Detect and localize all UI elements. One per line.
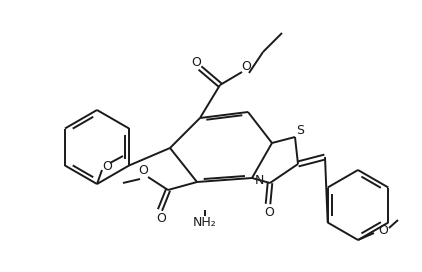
Text: O: O <box>378 224 388 236</box>
Text: O: O <box>264 206 274 218</box>
Text: O: O <box>191 57 201 70</box>
Text: N: N <box>254 174 264 187</box>
Text: S: S <box>296 125 304 138</box>
Text: O: O <box>156 212 166 224</box>
Text: O: O <box>241 60 251 73</box>
Text: O: O <box>138 165 148 178</box>
Text: O: O <box>102 159 112 172</box>
Text: NH₂: NH₂ <box>193 215 217 228</box>
